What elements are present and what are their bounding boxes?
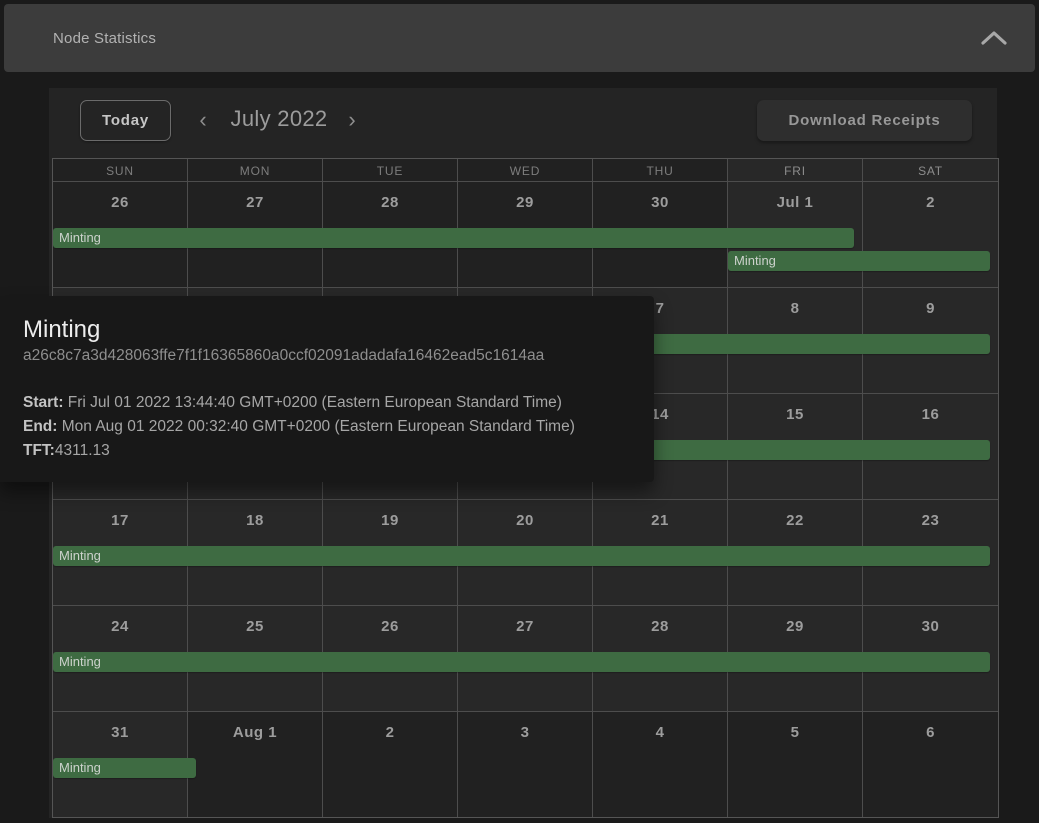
day-number: 28 [381, 194, 399, 211]
day-cell[interactable]: 2 [323, 712, 458, 817]
day-number: 7 [655, 300, 665, 317]
event-label: Minting [734, 253, 776, 268]
day-number: 15 [786, 406, 804, 423]
weekday-header-tue: TUE [323, 159, 458, 181]
weekday-header-fri: FRI [728, 159, 863, 181]
day-number: 27 [246, 194, 264, 211]
day-number: 4 [655, 724, 665, 741]
day-number: 29 [786, 618, 804, 635]
tooltip-end-label: End: [23, 418, 58, 435]
day-number: 30 [651, 194, 669, 211]
month-title: July 2022 [230, 106, 328, 131]
day-number: 8 [790, 300, 800, 317]
day-number: 3 [520, 724, 530, 741]
prev-month-button[interactable]: ‹ [199, 107, 207, 132]
minting-event-bar[interactable]: Minting [53, 652, 990, 672]
day-number: 21 [651, 512, 669, 529]
day-number: 27 [516, 618, 534, 635]
day-number: 25 [246, 618, 264, 635]
weekday-header-wed: WED [458, 159, 593, 181]
weekday-header-thu: THU [593, 159, 728, 181]
event-tooltip: Minting a26c8c7a3d428063ffe7f1f16365860a… [0, 296, 654, 482]
day-number: Jul 1 [776, 194, 814, 211]
day-number: 6 [926, 724, 935, 741]
calendar-week-row: 26 27 28 29 30 Jul 1 2 Minting Minting [53, 181, 998, 287]
weekday-header-row: SUN MON TUE WED THU FRI SAT [53, 159, 998, 181]
page-title: Node Statistics [53, 29, 157, 47]
day-number: 23 [921, 512, 940, 529]
event-label: Minting [59, 654, 101, 669]
day-number: 26 [381, 618, 399, 635]
day-number: Aug 1 [232, 724, 278, 741]
calendar-week-row: 31 Aug 1 2 3 4 5 6 Minting [53, 711, 998, 817]
calendar-week-row: 17 18 19 20 21 22 23 Minting [53, 499, 998, 605]
day-number: 22 [786, 512, 804, 529]
minting-event-bar[interactable]: Minting [728, 251, 990, 271]
chevron-up-icon[interactable] [981, 30, 1007, 46]
day-number: 19 [381, 512, 399, 529]
day-cell[interactable]: Aug 1 [188, 712, 323, 817]
tooltip-hash: a26c8c7a3d428063ffe7f1f16365860a0ccf0209… [23, 347, 545, 364]
node-statistics-header[interactable]: Node Statistics [4, 4, 1035, 72]
day-number: 28 [651, 618, 669, 635]
minting-event-bar[interactable]: Minting [53, 758, 197, 778]
tooltip-end-line: End: Mon Aug 01 2022 00:32:40 GMT+0200 (… [23, 415, 634, 439]
tooltip-title: Minting [23, 316, 101, 343]
day-cell[interactable]: 3 [458, 712, 593, 817]
day-number: 18 [246, 512, 264, 529]
day-number: 9 [926, 300, 935, 317]
tooltip-body: Start: Fri Jul 01 2022 13:44:40 GMT+0200… [23, 391, 634, 463]
weekday-header-mon: MON [188, 159, 323, 181]
day-number: 14 [651, 406, 669, 423]
day-number: 16 [921, 406, 940, 423]
today-button[interactable]: Today [80, 100, 172, 141]
minting-event-bar[interactable]: Minting [53, 228, 855, 248]
weekday-header-sat: SAT [863, 159, 998, 181]
tooltip-start-label: Start: [23, 394, 64, 411]
day-cell[interactable]: 4 [593, 712, 728, 817]
download-receipts-button[interactable]: Download Receipts [757, 100, 972, 141]
minting-event-bar[interactable]: Minting [53, 546, 990, 566]
next-month-button[interactable]: › [348, 107, 356, 132]
day-number: 20 [516, 512, 534, 529]
event-label: Minting [59, 548, 101, 563]
day-number: 29 [516, 194, 534, 211]
day-number: 31 [111, 724, 129, 741]
day-cell[interactable]: 5 [728, 712, 863, 817]
day-cell[interactable]: 2 [863, 182, 998, 287]
weekday-header-sun: SUN [53, 159, 188, 181]
day-number: 2 [385, 724, 395, 741]
calendar-toolbar: Today ‹ July 2022 › Download Receipts [49, 88, 997, 158]
day-number: 24 [111, 618, 129, 635]
month-grid: SUN MON TUE WED THU FRI SAT 26 27 28 29 30 Jul 1 2 Min… [52, 158, 999, 818]
tooltip-start-value: Fri Jul 01 2022 13:44:40 GMT+0200 (Easte… [63, 394, 562, 411]
tooltip-tft-line: TFT:4311.13 [23, 439, 634, 463]
day-number: 5 [790, 724, 800, 741]
tooltip-start-line: Start: Fri Jul 01 2022 13:44:40 GMT+0200… [23, 391, 634, 415]
day-cell[interactable]: 6 [863, 712, 998, 817]
tooltip-end-value: Mon Aug 01 2022 00:32:40 GMT+0200 (Easte… [57, 418, 575, 435]
day-number: 26 [111, 194, 129, 211]
day-number: 30 [921, 618, 940, 635]
day-number: 2 [926, 194, 935, 211]
tooltip-tft-label: TFT: [23, 442, 55, 459]
event-label: Minting [59, 760, 101, 775]
calendar-week-row: 24 25 26 27 28 29 30 Minting [53, 605, 998, 711]
event-label: Minting [59, 230, 101, 245]
tooltip-tft-value: 4311.13 [54, 442, 110, 459]
day-number: 17 [111, 512, 129, 529]
